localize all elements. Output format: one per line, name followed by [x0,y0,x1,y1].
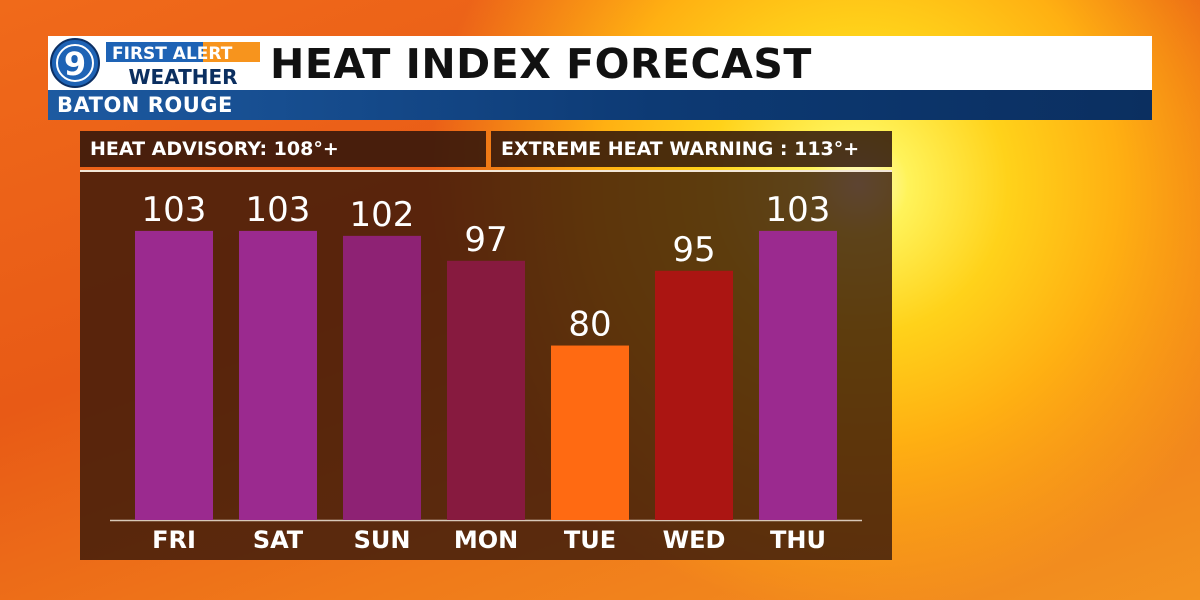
bar-mon [447,260,525,520]
logo-first-alert: FIRST ALERT [112,44,233,64]
logo-weather: WEATHER [128,65,237,89]
value-label-wed: 95 [672,230,715,270]
bar-sat [239,230,317,520]
logo-number: 9 [64,45,86,83]
day-label-tue: TUE [564,526,616,554]
heat-index-bar-chart: 103 FRI 103 SAT 102 SUN 97 MON 80 TUE 95 WED 103 THU [110,190,862,554]
location-bar: BATON ROUGE [48,90,1152,120]
day-label-sat: SAT [253,526,304,554]
bar-sun [343,235,421,520]
day-label-thu: THU [770,526,826,554]
value-label-tue: 80 [568,305,611,345]
heat-index-chart: 103 FRI 103 SAT 102 SUN 97 MON 80 TUE 95 WED 103 THU [80,170,892,560]
header-bar: 9 FIRST ALERT WEATHER HEAT INDEX FORECAS… [48,36,1152,90]
value-label-thu: 103 [766,190,831,230]
day-label-sun: SUN [354,526,411,554]
value-label-mon: 97 [464,220,507,260]
heat-advisory-threshold: HEAT ADVISORY: 108°+ [80,131,486,167]
bar-wed [655,270,733,520]
bar-fri [135,230,213,520]
value-label-sun: 102 [350,195,415,235]
value-label-sat: 103 [246,190,311,230]
first-alert-weather-logo: 9 FIRST ALERT WEATHER [50,38,260,89]
day-label-mon: MON [454,526,518,554]
value-label-fri: 103 [142,190,207,230]
extreme-heat-warning-threshold: EXTREME HEAT WARNING : 113°+ [491,131,892,167]
day-label-fri: FRI [152,526,196,554]
location-label: BATON ROUGE [57,93,233,117]
bar-thu [759,230,837,520]
day-label-wed: WED [663,526,726,554]
bar-tue [551,345,629,520]
page-title: HEAT INDEX FORECAST [270,40,812,88]
